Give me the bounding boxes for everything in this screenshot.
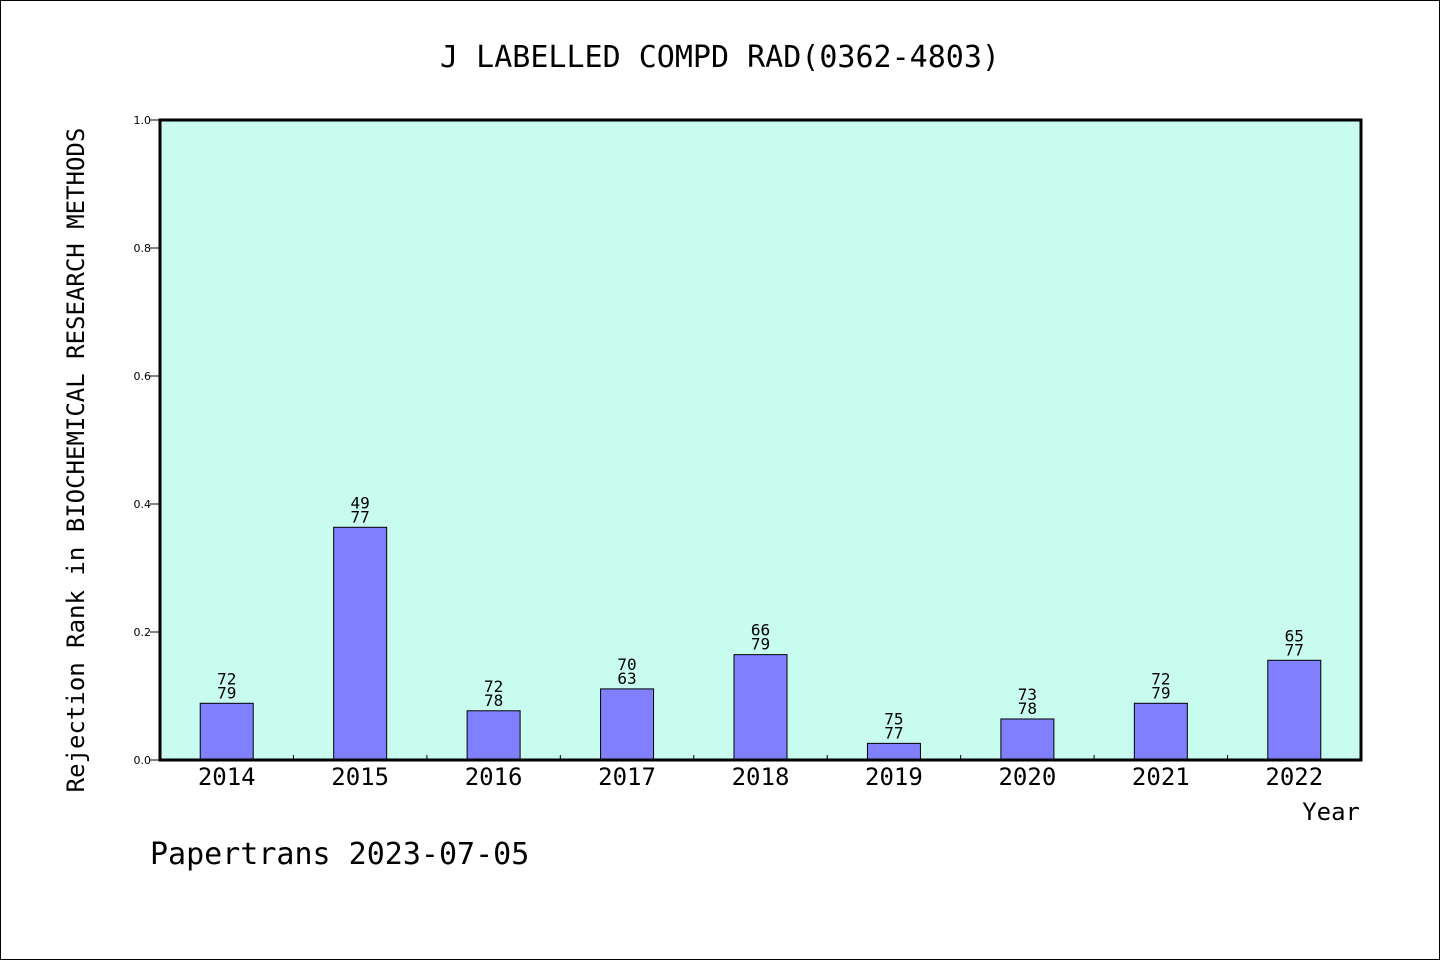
x-tick-label: 2022	[1265, 763, 1323, 791]
bar-label-bottom: 79	[217, 683, 236, 702]
y-tick-label: 0.2	[134, 626, 152, 639]
bar-label-top: 72	[484, 677, 503, 696]
x-tick-label: 2016	[465, 763, 523, 791]
bar-label-top: 65	[1285, 626, 1304, 645]
y-tick-label: 0.6	[134, 370, 152, 383]
y-tick-label: 0.4	[134, 498, 152, 511]
plot-border	[158, 118, 1363, 762]
x-tick-label: 2018	[732, 763, 790, 791]
bar-label-bottom: 78	[484, 691, 503, 710]
bar-label-bottom: 77	[1285, 640, 1304, 659]
y-tick-label: 0.0	[134, 754, 152, 767]
bar-2015	[333, 526, 388, 761]
bar-label-bottom: 78	[1018, 699, 1037, 718]
bar-label-bottom: 77	[351, 507, 370, 526]
bar-label-bottom: 63	[617, 669, 636, 688]
x-tick-label: 2019	[865, 763, 923, 791]
bar-2014	[199, 702, 254, 761]
bar-2021	[1133, 702, 1188, 761]
bar-2020	[1000, 718, 1055, 761]
bar-2016	[466, 710, 521, 761]
bar-label-top: 70	[617, 655, 636, 674]
bar-label-top: 72	[217, 669, 236, 688]
footer-text: Papertrans 2023-07-05	[150, 837, 529, 872]
bar-label-bottom: 79	[1151, 683, 1170, 702]
chart-title: J LABELLED COMPD RAD(0362-4803)	[440, 40, 1000, 75]
x-tick-label: 2015	[331, 763, 389, 791]
bar-2022	[1267, 659, 1322, 761]
y-tick-label: 1.0	[134, 114, 152, 127]
x-tick-label: 2017	[598, 763, 656, 791]
y-axis-label: Rejection Rank in BIOCHEMICAL RESEARCH M…	[62, 128, 90, 793]
bar-label-top: 75	[884, 709, 903, 728]
x-tick-label: 2021	[1132, 763, 1190, 791]
bar-label-bottom: 77	[884, 723, 903, 742]
bar-2017	[600, 688, 655, 761]
bar-label-top: 49	[351, 493, 370, 512]
bar-2018	[733, 654, 788, 761]
bar-label-top: 66	[751, 621, 770, 640]
x-tick-label: 2014	[198, 763, 256, 791]
bar-label-top: 73	[1018, 685, 1037, 704]
x-axis-label: Year	[1302, 798, 1360, 826]
y-tick-label: 0.8	[134, 242, 152, 255]
bar-2019	[866, 742, 921, 761]
bar-label-bottom: 79	[751, 635, 770, 654]
bar-label-top: 72	[1151, 669, 1170, 688]
x-tick-label: 2020	[998, 763, 1056, 791]
